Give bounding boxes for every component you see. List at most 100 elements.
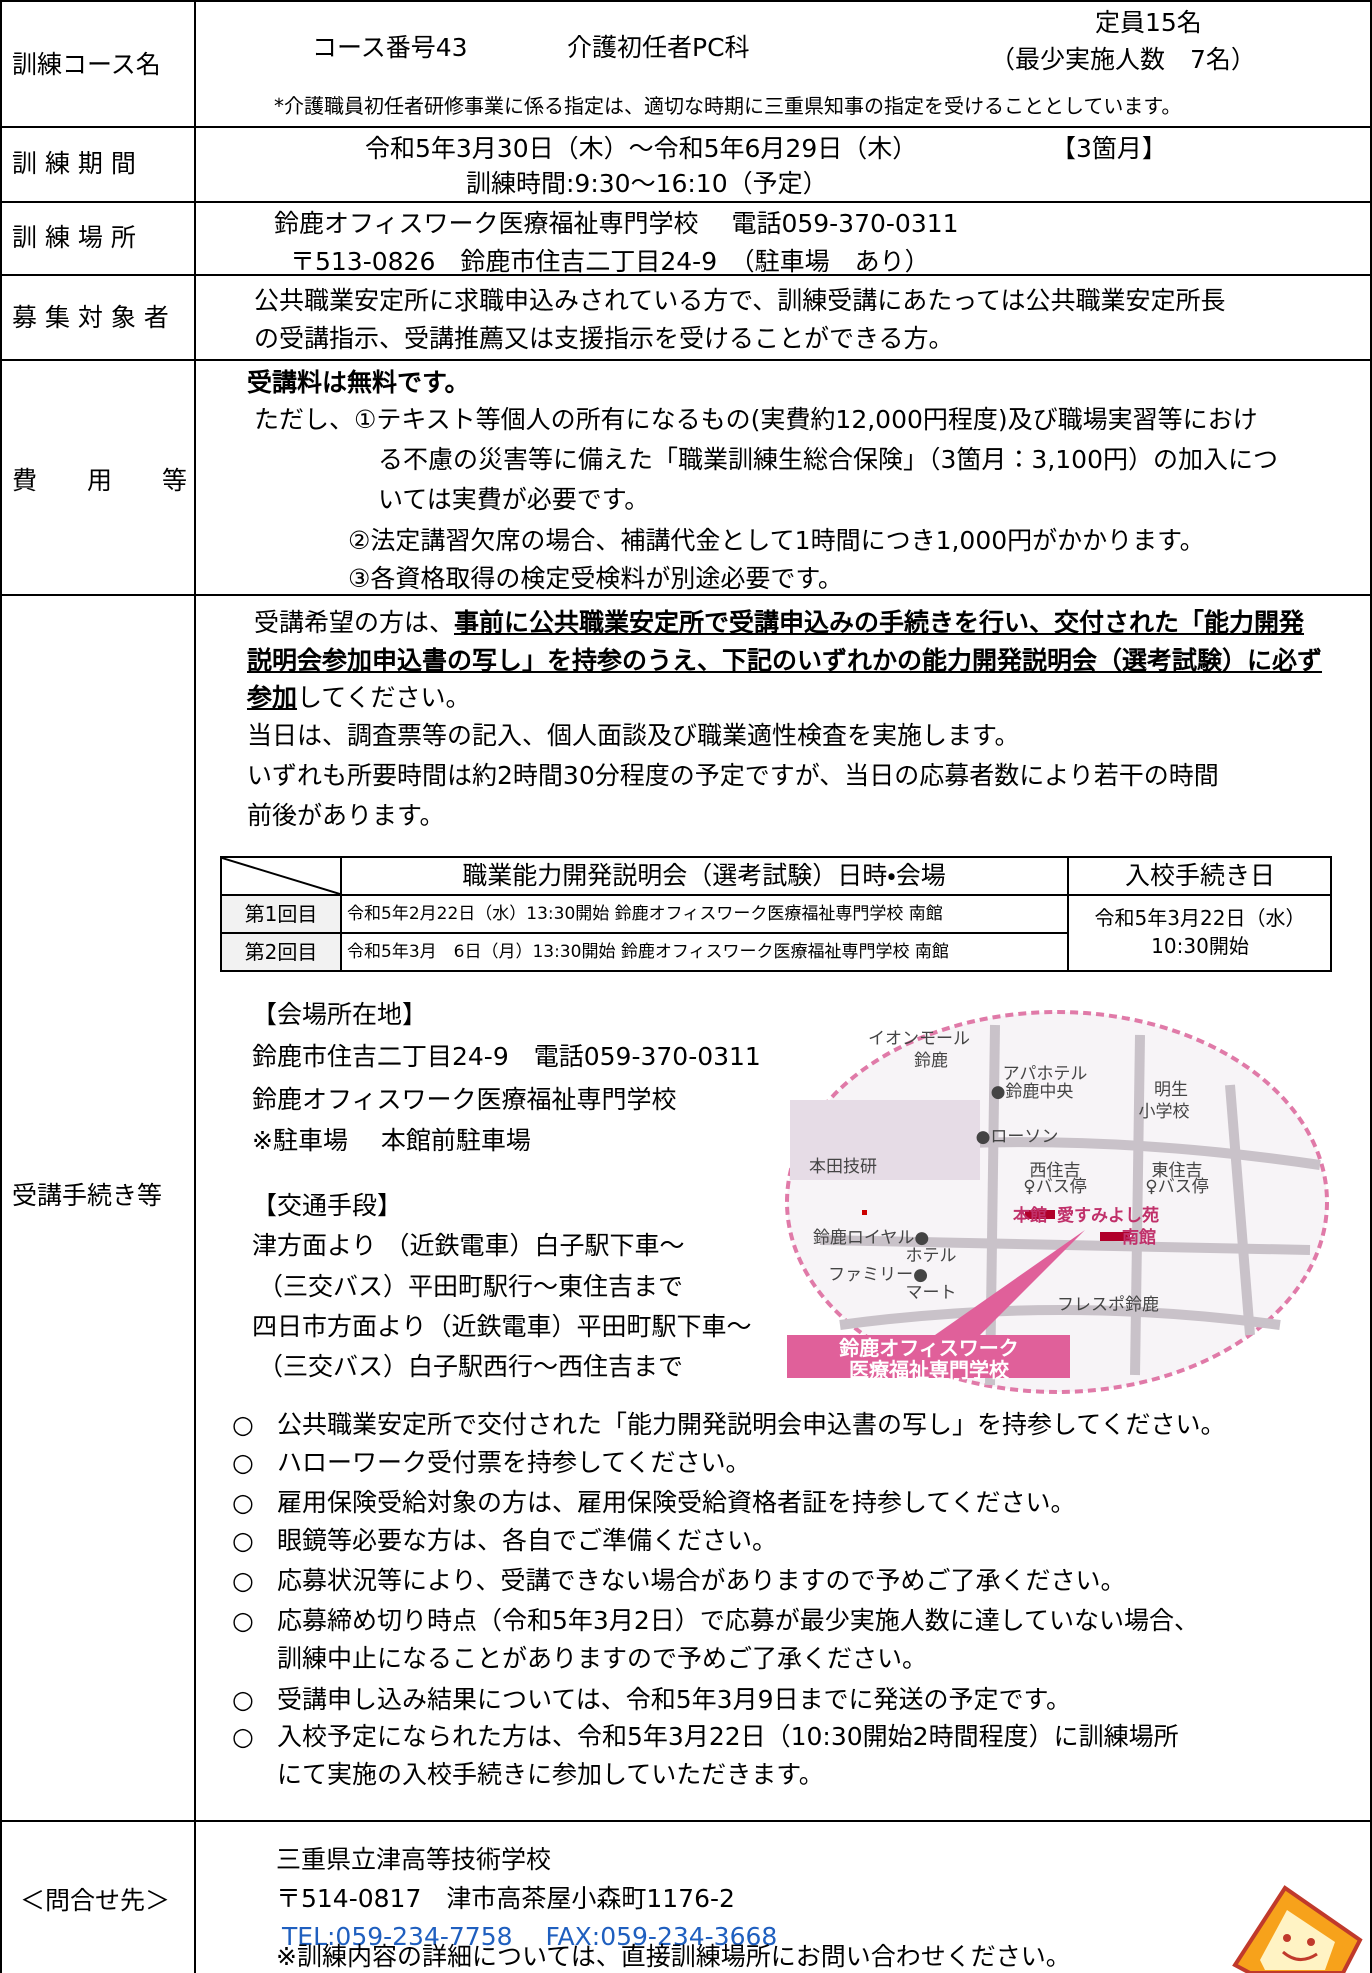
map-label: 本館	[1013, 1205, 1047, 1226]
text-line: 受講希望の方は、	[254, 608, 455, 637]
table-header: 入校手続き日	[1124, 861, 1276, 890]
row-label: 受講手続き等	[12, 1181, 163, 1210]
row-divider	[0, 0, 1372, 2]
course-number: コース番号43	[312, 33, 468, 62]
text-line: 当日は、調査票等の記入、個人面談及び職業適性検査を実施します。	[247, 721, 1020, 750]
text-line: 【交通手段】	[252, 1191, 403, 1220]
map-label: フレスポ鈴鹿	[1057, 1294, 1159, 1315]
map-label: ●ローソン	[975, 1126, 1059, 1147]
bullet: ○	[232, 1526, 254, 1555]
text-line: 四日市方面より（近鉄電車）平田町駅下車～	[252, 1312, 752, 1341]
text-line: 参加	[247, 683, 298, 712]
text-line: 受講料は無料です。	[247, 368, 470, 397]
row-label: 募 集 対 象 者	[12, 303, 169, 332]
note-item: ハローワーク受付票を持参してください。	[277, 1448, 751, 1477]
diagonal	[222, 858, 340, 894]
table-header: 職業能力開発説明会（選考試験）日時・会場	[462, 861, 946, 890]
note-item: 受講申し込み結果については、令和5年3月9日までに発送の予定です。	[277, 1685, 1071, 1714]
table-cell-text: 令和5年3月 6日（月）13:30開始 鈴鹿オフィスワーク医療福祉専門学校 南館	[347, 941, 949, 962]
row-divider	[0, 1820, 1372, 1822]
map-label: ♀バス停	[1023, 1176, 1087, 1197]
map-label: ファミリー●	[828, 1264, 928, 1285]
note-item: 雇用保険受給対象の方は、雇用保険受給資格者証を持参してください。	[277, 1488, 1076, 1517]
map-label: 鈴鹿ロイヤル●	[812, 1227, 930, 1248]
text-line: 事前に公共職業安定所で受講申込みの手続きを行い、交付された「能力開発	[454, 608, 1305, 637]
text-line: 〒513-0826 鈴鹿市住吉二丁目24-9 （駐車場 あり）	[290, 247, 930, 276]
map-label: 愛すみよし苑	[1057, 1205, 1159, 1226]
course-name: 介護初任者PC科	[567, 33, 750, 62]
bullet: ○	[232, 1448, 254, 1477]
map-label: 鈴鹿オフィスワーク	[839, 1336, 1019, 1360]
map-label: 本田技研	[809, 1156, 877, 1177]
row-label: 訓 練 場 所	[12, 223, 136, 252]
bullet: ○	[232, 1488, 254, 1517]
map-label: 明生	[1154, 1079, 1188, 1100]
map-label: 南館	[1122, 1227, 1156, 1248]
map-label: ホテル	[905, 1245, 957, 1266]
text-line: 前後があります。	[247, 801, 445, 830]
map-label: 鈴鹿	[914, 1050, 948, 1071]
table-cell-text: 第2回目	[244, 940, 318, 964]
text-line: の受講指示、受講推薦又は支援指示を受けることができる方。	[254, 324, 954, 353]
row-label: ＜問合せ先＞	[20, 1886, 171, 1915]
map-label: ●鈴鹿中央	[990, 1081, 1074, 1102]
map-label: マート	[905, 1282, 957, 1303]
text-line: 鈴鹿オフィスワーク医療福祉専門学校	[252, 1085, 677, 1114]
table-cell-text: 令和5年2月22日（水）13:30開始 鈴鹿オフィスワーク医療福祉専門学校 南館	[347, 903, 943, 924]
text-line: ②法定講習欠席の場合、補講代金として1時間につき1,000円がかかります。	[348, 526, 1205, 555]
map-label: 医療福祉専門学校	[849, 1358, 1009, 1382]
note-item: にて実施の入校手続きに参加していただきます。	[277, 1760, 824, 1789]
contact-line: TEL:059-234-7758 FAX:059-234-3668	[282, 1922, 778, 1951]
row-divider	[0, 359, 1372, 361]
text-line: （三交バス）平田町駅行～東住吉まで	[258, 1272, 684, 1301]
text-line: 【会場所在地】	[252, 1000, 428, 1029]
note: *介護職員初任者研修事業に係る指定は、適切な時期に三重県知事の指定を受けることと…	[274, 94, 1182, 118]
text-line: 説明会参加申込書の写し」を持参のうえ、下記のいずれかの能力開発説明会（選考試験）…	[247, 646, 1323, 675]
text-line: ※駐車場 本館前駐車場	[252, 1126, 531, 1155]
mascot	[1232, 1885, 1363, 1973]
map-label: 小学校	[1138, 1101, 1190, 1122]
contact-line: 三重県立津高等技術学校	[276, 1845, 552, 1874]
map	[785, 1010, 1329, 1394]
border	[1370, 0, 1372, 1973]
note-item: 訓練中止になることがありますので予めご了承ください。	[277, 1644, 928, 1673]
text-line: 公共職業安定所に求職申込みされている方で、訓練受講にあたっては公共職業安定所長	[254, 286, 1226, 315]
row-divider	[0, 594, 1372, 596]
row-divider	[0, 274, 1372, 276]
note-item: 入校予定になられた方は、令和5年3月22日（10:30開始2時間程度）に訓練場所	[277, 1722, 1179, 1751]
map-label: イオンモール	[868, 1028, 970, 1049]
map-label: 西住吉	[1029, 1160, 1081, 1181]
minimum: （最少実施人数 7名）	[990, 45, 1256, 74]
text-line: 鈴鹿市住吉二丁目24-9 電話059-370-0311	[252, 1042, 761, 1071]
text-line: いずれも所要時間は約2時間30分程度の予定ですが、当日の応募者数により若干の時間	[247, 761, 1219, 790]
table-cell	[220, 856, 342, 896]
row-divider	[0, 126, 1372, 128]
note-item: 眼鏡等必要な方は、各自でご準備ください。	[277, 1526, 778, 1555]
text-line: （三交バス）白子駅西行～西住吉まで	[258, 1352, 684, 1381]
bullet: ○	[232, 1606, 254, 1635]
contact-line: 〒514-0817 津市高茶屋小森町1176-2	[276, 1884, 735, 1913]
table-cell-text: 10:30開始	[1151, 934, 1249, 958]
table-cell-text: 第1回目	[244, 902, 318, 926]
capacity: 定員15名	[1095, 8, 1202, 37]
duration: 【3箇月】	[1051, 134, 1167, 163]
contact-line: ※訓練内容の詳細については、直接訓練場所にお問い合わせください。	[276, 1942, 1071, 1971]
text-line: る不慮の災害等に備えた「職業訓練生総合保険」（3箇月：3,100円）の加入につ	[378, 445, 1278, 474]
column-divider	[194, 0, 196, 1973]
note-item: 応募締め切り時点（令和5年3月2日）で応募が最少実施人数に達していない場合、	[277, 1606, 1199, 1635]
map-label: アパホテル	[1002, 1063, 1088, 1084]
bullet: ○	[232, 1722, 254, 1751]
text-line: 鈴鹿オフィスワーク医療福祉専門学校 電話059-370-0311	[274, 209, 959, 238]
text-line: ③各資格取得の検定受検料が別途必要です。	[348, 564, 843, 593]
text-line: してください。	[297, 683, 471, 712]
map-label: ♀バス停	[1145, 1176, 1209, 1197]
row-label: 訓練コース名	[12, 50, 161, 79]
table-cell	[1067, 894, 1332, 972]
hours: 訓練時間:9:30～16:10（予定）	[466, 169, 828, 198]
table-cell	[220, 894, 342, 934]
bullet: ○	[232, 1685, 254, 1714]
period-dates: 令和5年3月30日（木）～令和5年6月29日（木）	[365, 134, 918, 163]
row-label: 訓 練 期 間	[12, 149, 136, 178]
text-line: いては実費が必要です。	[378, 485, 650, 514]
